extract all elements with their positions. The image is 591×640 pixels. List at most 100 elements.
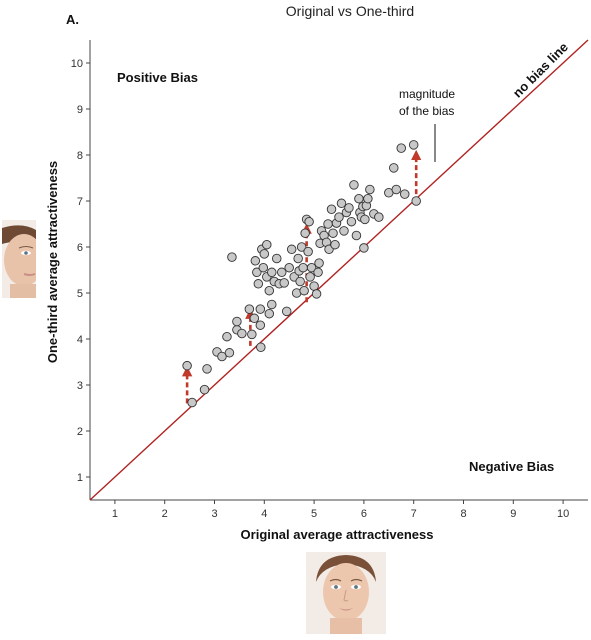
chart-title: Original vs One-third: [286, 3, 414, 19]
y-tick-label: 1: [77, 472, 83, 484]
data-point: [232, 316, 242, 327]
data-point: [295, 276, 305, 287]
data-point: [253, 279, 264, 289]
data-point: [237, 328, 247, 339]
data-point: [276, 267, 287, 278]
x-tick-label: 1: [112, 508, 118, 520]
y-tick-label: 9: [77, 104, 83, 116]
data-point: [264, 285, 275, 296]
x-tick-label: 4: [261, 508, 267, 520]
x-axis-label: Original average attractiveness: [241, 527, 434, 542]
data-point: [313, 267, 323, 278]
data-point: [365, 184, 375, 195]
x-tick-label: 5: [311, 508, 317, 520]
x-tick-label: 9: [510, 508, 516, 520]
x-tick-label: 10: [557, 508, 569, 520]
data-point: [354, 193, 364, 204]
data-point: [264, 308, 275, 319]
tick-group: 1 2 3 4 5 6 7 8 9 10 1 2 3 4 5 6 7 8 9 10: [71, 58, 569, 520]
data-point: [303, 246, 313, 257]
data-point: [334, 212, 344, 222]
magnitude-label-line2: of the bias: [399, 104, 454, 118]
data-point: [187, 397, 197, 408]
face-icon-full: [306, 552, 386, 634]
x-tick-label: 2: [162, 508, 168, 520]
x-tick-label: 6: [361, 508, 367, 520]
y-tick-label: 8: [77, 150, 83, 162]
y-axis-label: One-third average attractiveness: [45, 161, 60, 363]
data-point: [399, 189, 410, 199]
data-point: [351, 230, 362, 241]
data-points: [182, 140, 421, 408]
data-point: [279, 278, 289, 288]
data-point: [202, 364, 212, 374]
data-point: [374, 212, 384, 222]
data-point: [199, 384, 210, 395]
axes: [89, 40, 588, 501]
data-point: [346, 216, 357, 227]
data-point: [411, 196, 421, 206]
data-point: [344, 203, 354, 213]
data-point: [306, 262, 317, 273]
data-point: [311, 289, 322, 299]
data-point: [296, 242, 307, 252]
data-point: [252, 267, 262, 278]
magnitude-label-line1: magnitude: [399, 87, 455, 101]
y-tick-label: 5: [77, 288, 83, 300]
data-point: [256, 342, 266, 353]
data-point: [328, 228, 338, 238]
data-point: [299, 285, 309, 296]
no-bias-line: [89, 39, 589, 501]
data-point: [298, 262, 308, 273]
face-icon-partial: [2, 220, 36, 298]
y-tick-label: 4: [77, 334, 83, 346]
data-point: [286, 244, 297, 255]
data-point: [182, 360, 192, 371]
data-point: [217, 351, 227, 362]
face-photo-one-third: [2, 220, 36, 298]
data-point: [349, 180, 359, 190]
data-point: [304, 216, 314, 227]
data-point: [396, 143, 407, 153]
data-point: [249, 313, 260, 324]
data-point: [359, 243, 369, 253]
data-point: [300, 228, 310, 238]
data-point: [227, 252, 237, 262]
data-point: [323, 219, 333, 229]
data-point: [309, 281, 319, 291]
data-point: [258, 262, 269, 273]
x-tick-label: 8: [460, 508, 466, 520]
data-point: [314, 258, 324, 268]
data-point: [408, 140, 419, 150]
data-point: [222, 331, 232, 342]
data-point: [360, 214, 370, 225]
data-point: [339, 226, 349, 236]
data-point: [281, 306, 292, 317]
data-point: [389, 163, 399, 173]
y-tick-label: 7: [77, 196, 83, 208]
x-tick-label: 7: [411, 508, 417, 520]
no-bias-line-group: no bias line: [89, 39, 589, 501]
data-point: [293, 253, 303, 264]
data-point: [262, 239, 272, 250]
data-point: [255, 304, 266, 314]
data-point: [336, 198, 347, 209]
data-point: [326, 204, 337, 215]
panel-label: A.: [66, 12, 79, 27]
data-point: [244, 304, 255, 314]
data-point: [224, 348, 235, 358]
data-point: [259, 249, 270, 259]
face-photo-original: [306, 552, 386, 634]
data-point: [255, 320, 266, 330]
data-point: [305, 272, 315, 282]
data-point: [250, 256, 261, 266]
no-bias-line-label: no bias line: [510, 39, 571, 100]
x-tick-label: 3: [211, 508, 217, 520]
data-point: [247, 329, 257, 340]
data-point: [284, 262, 294, 273]
data-point: [267, 267, 277, 278]
data-point: [267, 299, 277, 310]
data-point: [272, 253, 282, 264]
negative-bias-label: Negative Bias: [469, 459, 554, 474]
